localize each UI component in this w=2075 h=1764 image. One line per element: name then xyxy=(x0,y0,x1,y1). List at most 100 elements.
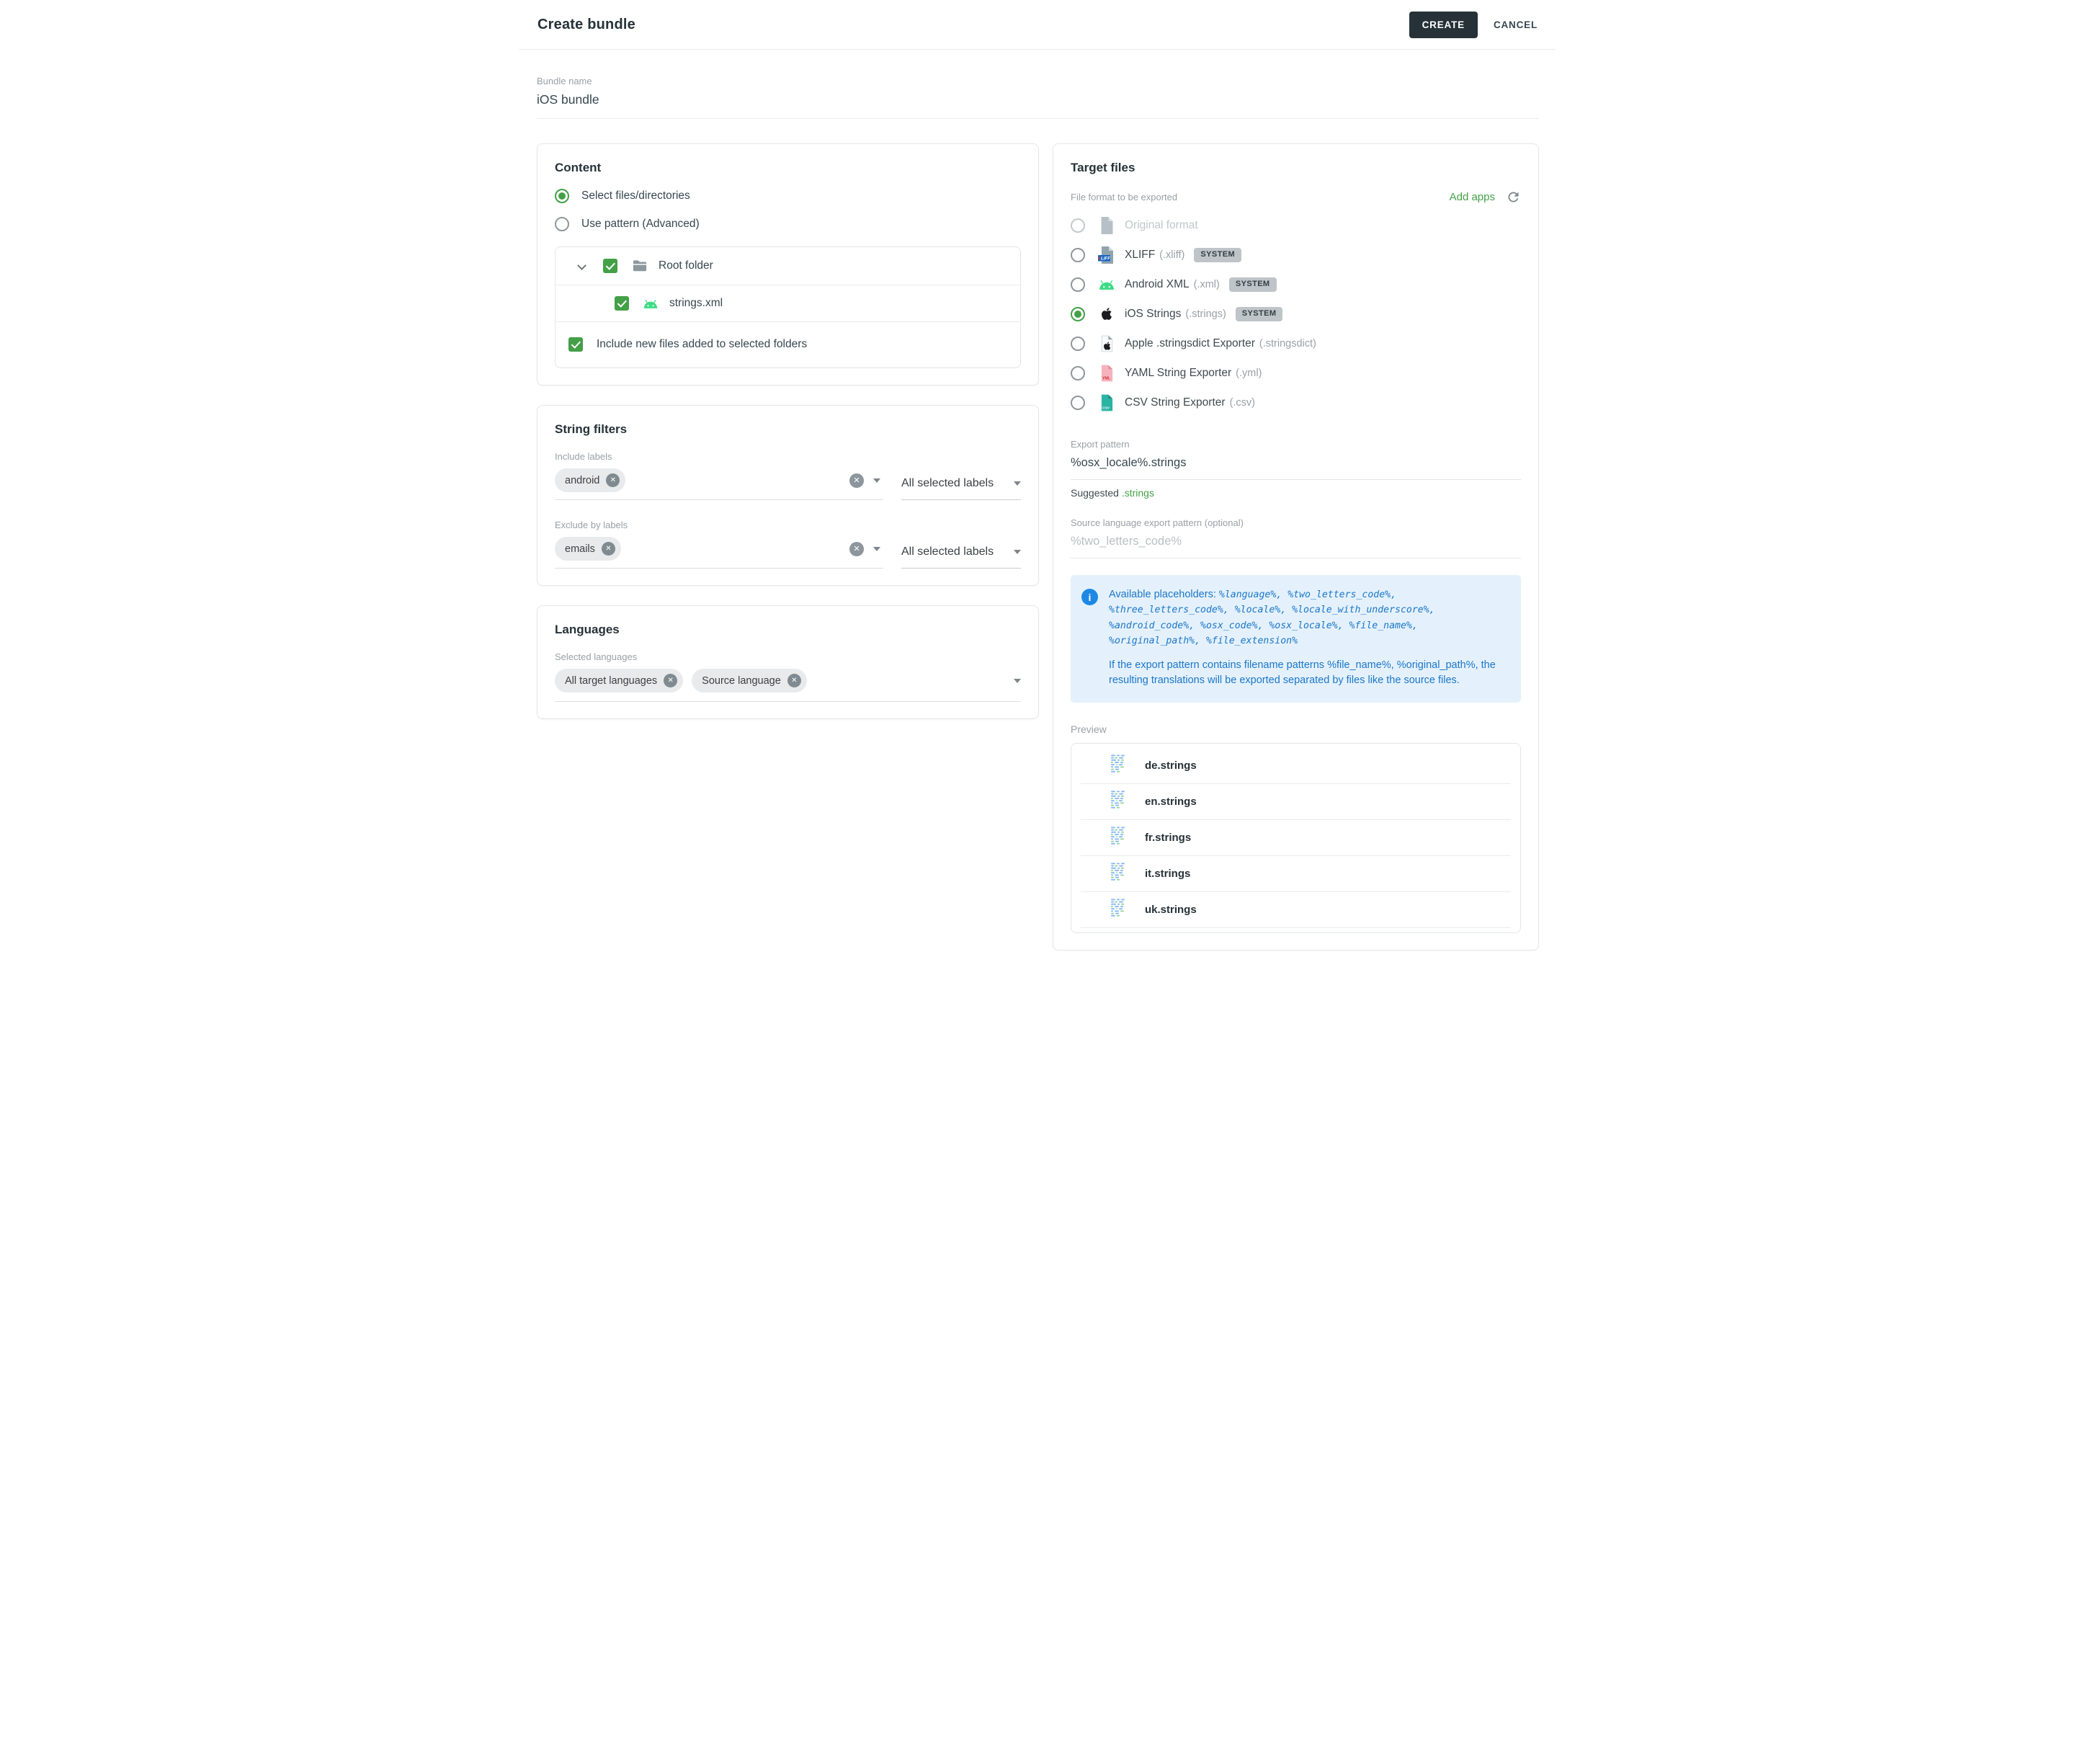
strings-xml-checkbox[interactable] xyxy=(615,296,629,311)
chevron-down-icon[interactable] xyxy=(577,262,586,270)
caret-down-icon xyxy=(1014,481,1021,486)
radio-disabled-icon[interactable] xyxy=(1071,218,1085,233)
include-new-files-row[interactable]: Include new files added to selected fold… xyxy=(555,322,1020,368)
format-name: iOS Strings xyxy=(1125,307,1182,320)
bundle-name-label: Bundle name xyxy=(537,76,592,86)
exclude-labels-mode-select[interactable]: All selected labels xyxy=(901,545,1021,569)
radio-selected-icon[interactable] xyxy=(555,189,569,203)
format-option-xliff[interactable]: XLIFF XLIFF (.xliff) SYSTEM xyxy=(1071,240,1521,270)
preview-file-name: en.strings xyxy=(1145,795,1197,808)
target-files-title: Target files xyxy=(1071,161,1135,174)
chip-remove-icon[interactable]: ✕ xyxy=(787,674,801,687)
export-pattern-input[interactable]: %osx_locale%.strings xyxy=(1071,456,1521,480)
android-file-icon xyxy=(643,298,659,309)
main-content: Bundle name iOS bundle Content Select fi… xyxy=(519,76,1556,972)
format-name: Original format xyxy=(1125,218,1198,231)
file-tree: Root folder string xyxy=(555,246,1021,368)
format-name: XLIFF xyxy=(1125,248,1156,261)
bundle-name-input[interactable]: iOS bundle xyxy=(537,92,599,107)
radio-select-files[interactable]: Select files/directories xyxy=(555,189,1021,203)
chip-remove-icon[interactable]: ✕ xyxy=(664,674,678,687)
add-apps-link[interactable]: Add apps xyxy=(1449,191,1495,203)
apple-stringsdict-icon xyxy=(1097,335,1116,352)
preview-file-row: fr.strings xyxy=(1071,820,1520,855)
xliff-file-icon: XLIFF xyxy=(1097,246,1116,264)
strings-file-icon xyxy=(1109,898,1128,921)
page-title: Create bundle xyxy=(537,16,635,32)
csv-file-icon: CSV xyxy=(1097,394,1116,411)
divider xyxy=(1081,891,1511,892)
clear-field-icon[interactable]: ✕ xyxy=(849,473,864,488)
placeholders-list: Available placeholders: %language%%two_l… xyxy=(1109,587,1505,649)
root-folder-label: Root folder xyxy=(659,259,713,272)
format-option-original[interactable]: Original format xyxy=(1071,210,1521,240)
format-ext: (.xml) xyxy=(1193,278,1220,290)
chip-remove-icon[interactable]: ✕ xyxy=(601,542,615,556)
language-chip: All target languages ✕ xyxy=(555,669,684,692)
caret-down-icon xyxy=(873,478,880,483)
chip-remove-icon[interactable]: ✕ xyxy=(606,473,620,487)
chip-label: android xyxy=(565,474,600,486)
file-format-label: File format to be exported xyxy=(1071,192,1178,202)
radio-unselected-icon[interactable] xyxy=(1071,365,1085,380)
root-folder-checkbox[interactable] xyxy=(603,259,617,273)
radio-unselected-icon[interactable] xyxy=(555,217,569,231)
system-badge: SYSTEM xyxy=(1194,247,1242,262)
format-option-yaml[interactable]: YML YAML String Exporter (.yml) xyxy=(1071,358,1521,388)
bundle-name-field[interactable]: Bundle name iOS bundle xyxy=(537,76,1539,119)
source-pattern-input[interactable]: %two_letters_code% xyxy=(1071,535,1521,558)
radio-unselected-icon[interactable] xyxy=(1071,247,1085,262)
languages-card: Languages Selected languages All target … xyxy=(537,605,1039,719)
selected-languages-input[interactable]: All target languages ✕ Source language ✕ xyxy=(555,669,1021,702)
svg-text:YML: YML xyxy=(1102,376,1110,380)
suggested-value[interactable]: .strings xyxy=(1121,487,1154,499)
topbar: Create bundle CREATE CANCEL xyxy=(519,0,1556,50)
tree-row-strings-xml[interactable]: strings.xml xyxy=(555,285,1020,321)
clear-field-icon[interactable]: ✕ xyxy=(849,541,864,556)
format-option-csv[interactable]: CSV CSV String Exporter (.csv) xyxy=(1071,388,1521,417)
include-new-files-checkbox[interactable] xyxy=(568,337,583,352)
radio-use-pattern[interactable]: Use pattern (Advanced) xyxy=(555,217,1021,231)
format-ext: (.xliff) xyxy=(1159,249,1185,261)
system-badge: SYSTEM xyxy=(1235,306,1283,321)
caret-down-icon xyxy=(1014,678,1021,683)
preview-file-row: uk.strings xyxy=(1071,892,1520,927)
format-name: YAML String Exporter xyxy=(1125,366,1232,379)
include-new-files-label: Include new files added to selected fold… xyxy=(597,338,808,350)
radio-unselected-icon[interactable] xyxy=(1071,336,1085,351)
cancel-button[interactable]: CANCEL xyxy=(1493,19,1538,30)
format-option-stringsdict[interactable]: Apple .stringsdict Exporter (.stringsdic… xyxy=(1071,329,1521,358)
exclude-labels-group: Exclude by labels emails ✕ ✕ xyxy=(555,520,1021,569)
source-pattern-label: Source language export pattern (optional… xyxy=(1071,517,1244,528)
radio-selected-icon[interactable] xyxy=(1071,306,1085,321)
format-option-ios-strings[interactable]: iOS Strings (.strings) SYSTEM xyxy=(1071,299,1521,329)
format-ext: (.stringsdict) xyxy=(1259,337,1316,349)
svg-text:XLIFF: XLIFF xyxy=(1098,256,1110,261)
strings-file-icon xyxy=(1109,862,1128,885)
strings-file-icon xyxy=(1109,754,1128,777)
divider xyxy=(1081,855,1511,856)
divider xyxy=(1081,927,1511,928)
selected-languages-label: Selected languages xyxy=(555,651,638,662)
format-option-android-xml[interactable]: Android XML (.xml) SYSTEM xyxy=(1071,270,1521,299)
caret-down-icon xyxy=(1014,550,1021,554)
tree-row-root-folder[interactable]: Root folder xyxy=(555,247,1020,285)
preview-file-name: de.strings xyxy=(1145,759,1197,772)
create-button[interactable]: CREATE xyxy=(1409,11,1478,38)
refresh-icon[interactable] xyxy=(1506,190,1521,205)
preview-file-row: it.strings xyxy=(1071,856,1520,891)
radio-unselected-icon[interactable] xyxy=(1071,395,1085,410)
include-labels-input[interactable]: android ✕ ✕ xyxy=(555,468,883,500)
topbar-actions: CREATE CANCEL xyxy=(1409,11,1538,38)
format-name: Apple .stringsdict Exporter xyxy=(1125,337,1255,349)
radio-unselected-icon[interactable] xyxy=(1071,277,1085,292)
include-labels-mode-select[interactable]: All selected labels xyxy=(901,477,1021,500)
exclude-labels-input[interactable]: emails ✕ ✕ xyxy=(555,537,883,569)
export-pattern-label: Export pattern xyxy=(1071,439,1130,450)
preview-file-name: it.strings xyxy=(1145,867,1191,880)
strings-file-icon xyxy=(1109,790,1128,813)
include-labels-label: Include labels xyxy=(555,451,612,462)
placeholders-info-box: i Available placeholders: %language%%two… xyxy=(1071,575,1521,703)
label-chip: android ✕ xyxy=(555,468,626,492)
exclude-labels-label: Exclude by labels xyxy=(555,520,628,530)
